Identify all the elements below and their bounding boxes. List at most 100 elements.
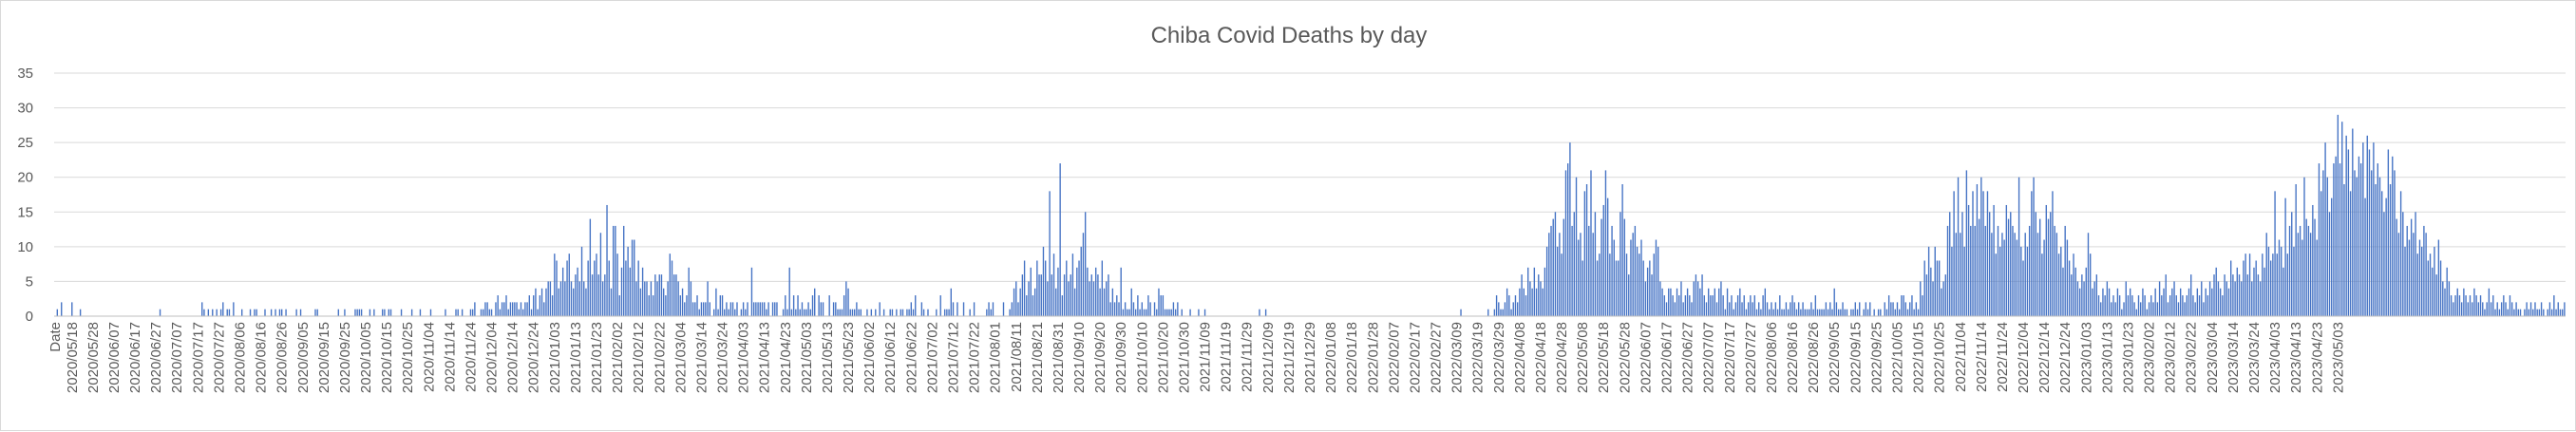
x-tick-label: 2021/09/30 — [1113, 322, 1129, 393]
bar — [1821, 309, 1823, 316]
bar — [915, 295, 917, 316]
x-tick-label: 2021/12/09 — [1260, 322, 1277, 393]
bar — [681, 288, 684, 316]
bar — [803, 309, 805, 316]
bar — [782, 309, 785, 316]
bar — [1736, 295, 1739, 316]
bar — [1026, 295, 1028, 316]
bar — [497, 295, 499, 316]
x-tick-label: 2021/02/12 — [631, 322, 647, 393]
bar — [1665, 302, 1668, 316]
bar — [1508, 295, 1510, 316]
bar — [1533, 267, 1536, 316]
x-tick-label: 2023/03/24 — [2246, 322, 2263, 393]
bar — [1634, 225, 1637, 316]
bar — [2184, 302, 2186, 316]
bar — [580, 246, 583, 316]
x-tick-label: 2022/01/08 — [1323, 322, 1339, 393]
bar — [1982, 191, 1984, 316]
bar — [623, 225, 625, 316]
bar — [1642, 260, 1644, 316]
x-tick-label: 2022/12/14 — [2036, 322, 2053, 393]
bar — [1554, 212, 1557, 316]
bar — [280, 309, 283, 316]
bar — [1011, 302, 1013, 316]
bar — [1984, 225, 1986, 316]
bar — [1890, 302, 1892, 316]
bar — [610, 288, 613, 316]
x-tick-label: 2021/01/13 — [568, 322, 584, 393]
bar — [1040, 274, 1042, 316]
bar — [2057, 254, 2060, 316]
bar — [2010, 212, 2012, 316]
bar — [2555, 309, 2557, 316]
x-tick-label: 2020/12/24 — [526, 322, 542, 393]
bar — [2190, 274, 2192, 316]
bar — [56, 309, 58, 316]
x-tick-label: 2020/07/27 — [211, 322, 227, 393]
bar — [1659, 281, 1661, 316]
bar — [2559, 309, 2562, 316]
bar — [1590, 170, 1592, 316]
bar — [1071, 254, 1074, 316]
x-tick-label: 2022/07/27 — [1743, 322, 1759, 393]
bar — [1143, 309, 1146, 316]
bar — [2458, 295, 2461, 316]
bar — [2354, 170, 2356, 316]
bar — [1051, 274, 1052, 316]
bar — [1066, 260, 1068, 316]
bar — [1103, 288, 1106, 316]
x-tick-label: 2023/05/03 — [2330, 322, 2346, 393]
bar — [1132, 302, 1135, 316]
bar — [684, 302, 686, 316]
x-tick-label: Date — [47, 322, 64, 352]
bar — [1134, 309, 1137, 316]
bar — [1596, 260, 1599, 316]
bar — [1015, 281, 1017, 316]
bar — [724, 309, 726, 316]
bar — [1095, 267, 1097, 316]
bar — [792, 295, 795, 316]
bar — [1120, 267, 1122, 316]
bar — [2211, 288, 2213, 316]
bar — [2529, 302, 2532, 316]
bar — [1552, 218, 1554, 316]
bar — [790, 309, 793, 316]
x-tick-label: 2021/12/29 — [1302, 322, 1318, 393]
x-tick-label: 2022/04/28 — [1554, 322, 1570, 393]
bar — [1906, 309, 1909, 316]
bar — [740, 309, 743, 316]
bar — [1111, 288, 1114, 316]
bar — [1076, 267, 1078, 316]
bar — [2140, 302, 2142, 316]
bar — [1970, 225, 1972, 316]
bar — [1023, 260, 1026, 316]
bar — [1976, 184, 1979, 316]
bar — [858, 309, 860, 316]
bar — [509, 302, 512, 316]
x-tick-label: 2022/07/07 — [1701, 322, 1717, 393]
bar — [249, 309, 252, 316]
bar — [2257, 274, 2260, 316]
bar — [896, 309, 898, 316]
bar — [1038, 274, 1040, 316]
x-tick-label: 2022/03/19 — [1470, 322, 1487, 393]
bar — [1556, 246, 1559, 316]
bar — [1655, 239, 1657, 316]
bar — [1819, 309, 1821, 316]
bar — [1887, 295, 1890, 316]
bar — [1743, 295, 1745, 316]
bar — [2241, 281, 2243, 316]
bar — [1999, 246, 2001, 316]
bar — [2562, 309, 2564, 316]
bar — [2488, 288, 2491, 316]
bar — [2397, 233, 2400, 316]
bar — [2095, 274, 2098, 316]
bar — [2345, 135, 2347, 316]
x-tick-label: 2022/11/14 — [1974, 322, 1990, 392]
bar — [2005, 204, 2008, 316]
x-tick-label: 2023/04/13 — [2288, 322, 2304, 393]
bar — [2482, 302, 2484, 316]
bar — [973, 302, 975, 316]
bar — [1259, 309, 1260, 316]
